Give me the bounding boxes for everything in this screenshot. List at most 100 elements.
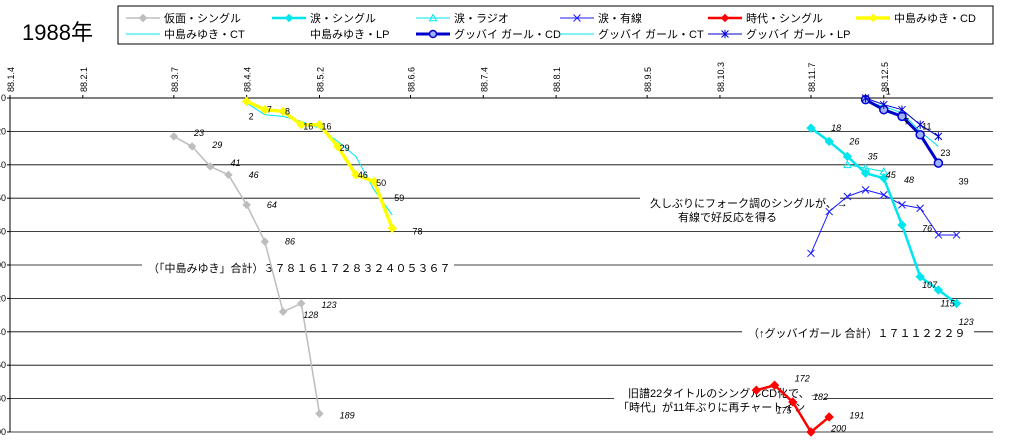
data-point xyxy=(843,160,852,169)
legend-marker xyxy=(428,13,438,22)
data-label: 35 xyxy=(868,151,879,161)
y-tick-label: 200 xyxy=(0,427,6,437)
data-label: 78 xyxy=(412,227,422,237)
data-point xyxy=(898,201,906,209)
data-point xyxy=(842,151,853,162)
data-point xyxy=(242,200,251,210)
data-label: 172 xyxy=(795,374,810,384)
legend-label: グッバイ ガール・CD xyxy=(454,27,561,41)
data-label: 7 xyxy=(904,116,909,126)
series-4 xyxy=(751,380,834,437)
data-label: 29 xyxy=(211,140,222,150)
data-label: 16 xyxy=(303,121,313,131)
data-label: 39 xyxy=(959,177,969,187)
legend-label: グッバイ ガール・CT xyxy=(598,27,704,41)
data-point xyxy=(169,132,179,141)
data-label: 8 xyxy=(285,106,290,116)
data-point xyxy=(278,106,288,117)
y-tick-label: 20 xyxy=(0,126,6,136)
legend-items: 仮面・シングル 涙・シングル 涙・ラジオ 涙・有線 時代・シングル 中島みゆき・CD 中島み… xyxy=(126,11,976,41)
data-label: 86 xyxy=(285,237,295,247)
data-point xyxy=(952,231,961,239)
legend-item-4: 時代・シングル xyxy=(708,11,823,25)
data-point xyxy=(769,380,780,390)
x-tick-label: 88.11.7 xyxy=(807,63,817,92)
x-tick-label: 88.6.6 xyxy=(406,67,416,92)
series-layer xyxy=(169,93,962,437)
data-point xyxy=(351,170,361,180)
data-point xyxy=(933,158,944,168)
data-point xyxy=(278,307,288,316)
cable-note-line-2: 有線で好反応を得る xyxy=(678,210,777,224)
legend-marker xyxy=(428,29,438,39)
x-tick-label: 88.7.4 xyxy=(479,67,489,92)
legend-label: 仮面・シングル xyxy=(164,11,241,25)
legend-item-0: 仮面・シングル xyxy=(126,11,241,25)
data-point xyxy=(879,100,888,109)
data-label: 50 xyxy=(376,178,386,188)
data-point xyxy=(861,93,870,103)
y-tick-label: 100 xyxy=(0,260,6,270)
legend-item-6: 中島みゆき・CT xyxy=(126,27,245,41)
data-label: 11 xyxy=(922,121,931,131)
legend xyxy=(117,5,994,45)
data-point xyxy=(260,237,270,246)
data-label: 76 xyxy=(922,223,932,233)
legend-item-5: 中島みゆき・CD xyxy=(856,11,976,25)
legend-marker xyxy=(721,29,729,39)
data-point xyxy=(898,105,906,114)
data-label: 18 xyxy=(831,123,841,133)
legend-marker xyxy=(138,13,148,23)
y-axis: 0 20 40 60 80 100 120 140 160 180 200 xyxy=(0,93,11,437)
x-tick-label: 88.4.4 xyxy=(243,67,253,92)
data-label: 1 xyxy=(886,86,891,96)
data-point xyxy=(860,168,871,178)
data-point xyxy=(332,141,343,152)
data-point xyxy=(806,427,816,437)
data-point xyxy=(751,385,762,395)
data-point xyxy=(861,185,870,194)
y-tick-label: 180 xyxy=(0,394,6,404)
data-point xyxy=(369,176,379,187)
data-label: 29 xyxy=(340,143,350,153)
data-point xyxy=(879,191,888,199)
legend-item-1: 涙・シングル xyxy=(272,11,376,25)
data-point xyxy=(788,397,798,407)
legend-item-7: 中島みゆき・LP xyxy=(310,27,389,41)
series-5 xyxy=(241,96,397,233)
data-point xyxy=(934,231,943,239)
data-point xyxy=(879,173,889,183)
data-label: 2 xyxy=(249,111,254,121)
cable-note-line-1: 久しぶりにフォーク調のシングルが、→ xyxy=(650,196,848,210)
legend-marker xyxy=(284,13,294,23)
data-point xyxy=(933,285,944,295)
y-tick-label: 120 xyxy=(0,293,6,303)
data-label: 46 xyxy=(249,170,259,180)
y-tick-label: 40 xyxy=(0,160,6,170)
data-label: 64 xyxy=(267,200,277,210)
data-label: 189 xyxy=(340,410,355,420)
data-label: 182 xyxy=(813,392,828,402)
x-tick-label: 88.3.7 xyxy=(170,67,180,92)
series-line xyxy=(173,135,321,414)
legend-marker xyxy=(868,13,878,23)
data-label: 200 xyxy=(830,424,846,434)
y-tick-label: 140 xyxy=(0,327,6,337)
data-point xyxy=(314,120,325,130)
jidai-note-line-1: 旧譜22タイトルのシングルCD化で、→ xyxy=(628,386,821,400)
legend-label: 時代・シングル xyxy=(746,11,823,25)
data-point xyxy=(297,299,306,308)
data-label: 41 xyxy=(230,158,240,168)
legend-item-2: 涙・ラジオ xyxy=(416,11,509,25)
data-label: 59 xyxy=(394,193,404,203)
legend-label: 涙・有線 xyxy=(598,11,642,25)
data-label: 45 xyxy=(886,170,897,180)
nakajima-total-annotation: （「中島みゆき」合計）３７８１６１７２８３２４０５３６７ xyxy=(148,261,451,275)
data-point xyxy=(206,162,215,171)
data-label: 123 xyxy=(959,317,974,327)
x-tick-label: 88.1.4 xyxy=(6,67,16,92)
goodbye-total-bg xyxy=(742,324,974,340)
data-point xyxy=(951,298,962,309)
x-tick-label: 88.12.5 xyxy=(880,62,890,92)
